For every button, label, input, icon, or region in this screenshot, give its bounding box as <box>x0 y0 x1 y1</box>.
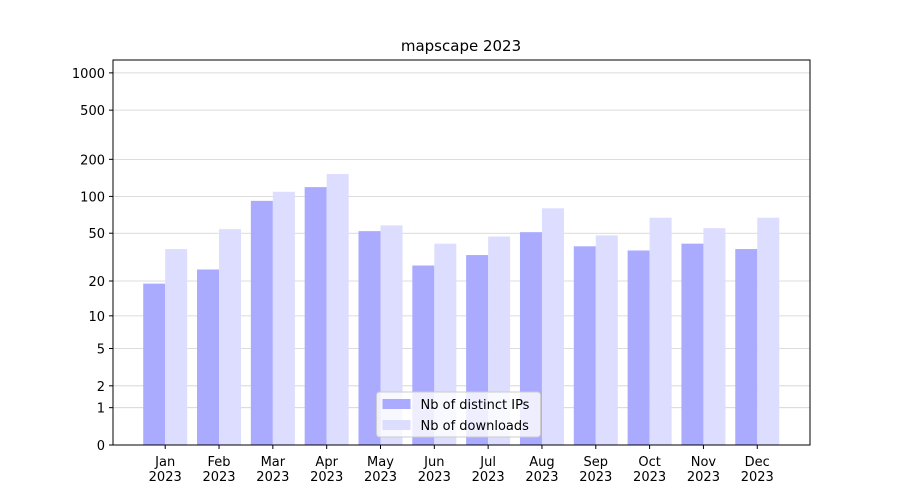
bar <box>272 191 295 445</box>
bar <box>573 246 596 445</box>
x-tick-label: Feb 2023 <box>202 455 235 485</box>
x-tick-label: Jan 2023 <box>149 455 182 485</box>
x-tick-label: Jul 2023 <box>472 455 505 485</box>
bar <box>681 243 704 445</box>
bar <box>757 217 780 445</box>
x-tick-label: Sep 2023 <box>579 455 612 485</box>
y-tick-label: 0 <box>97 439 105 454</box>
bar <box>304 187 327 445</box>
bar <box>735 249 758 445</box>
x-tick-label: Jun 2023 <box>418 455 451 485</box>
legend-label: Nb of downloads <box>421 419 530 434</box>
x-tick-label: Mar 2023 <box>256 455 289 485</box>
x-tick-label: May 2023 <box>364 455 397 485</box>
bar <box>143 283 166 445</box>
legend-box <box>376 391 541 438</box>
y-tick-label: 500 <box>80 104 105 119</box>
bar <box>595 235 618 445</box>
bar <box>380 225 403 445</box>
bar <box>649 217 672 445</box>
y-tick-label: 100 <box>80 190 105 205</box>
y-tick-label: 1000 <box>72 67 105 82</box>
y-tick-label: 1 <box>97 402 105 417</box>
x-tick-label: Nov 2023 <box>687 455 720 485</box>
x-tick-label: Aug 2023 <box>525 455 558 485</box>
legend-label: Nb of distinct IPs <box>421 398 530 413</box>
bar <box>250 200 273 445</box>
y-tick-label: 50 <box>88 227 105 242</box>
x-tick-label: Oct 2023 <box>633 455 666 485</box>
bar <box>703 228 726 445</box>
legend-swatch <box>382 399 411 409</box>
y-tick-label: 20 <box>88 275 105 290</box>
legend-swatch <box>382 420 411 430</box>
plot-frame <box>112 59 811 446</box>
bar <box>358 231 381 445</box>
y-tick-label: 2 <box>97 380 105 395</box>
chart-title: mapscape 2023 <box>401 37 521 55</box>
bar <box>197 269 220 445</box>
y-tick-label: 10 <box>88 310 105 325</box>
x-tick-label: Apr 2023 <box>310 455 343 485</box>
y-tick-label: 200 <box>80 153 105 168</box>
bar <box>627 250 650 445</box>
y-tick-label: 5 <box>97 342 105 357</box>
bar <box>326 174 349 445</box>
bar <box>541 208 564 445</box>
bar <box>219 229 242 445</box>
x-tick-label: Dec 2023 <box>741 455 774 485</box>
bar <box>165 249 188 445</box>
